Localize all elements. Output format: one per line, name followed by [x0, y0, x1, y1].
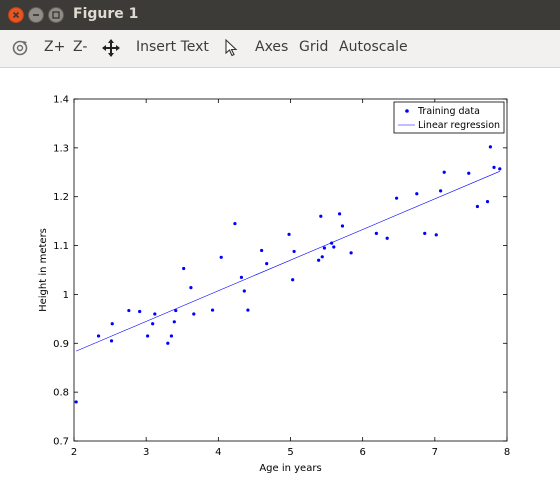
y-tick-label: 1.1	[53, 241, 69, 252]
data-point	[337, 212, 342, 216]
data-point	[415, 192, 419, 196]
data-point	[233, 221, 237, 226]
maximize-icon	[52, 11, 60, 19]
figure-toolbar: Z+ Z- Insert Text Axes Grid Autoscale	[0, 30, 560, 68]
data-point	[210, 308, 215, 312]
training-data-points	[74, 145, 502, 404]
data-point	[475, 204, 480, 209]
axis-ticks	[73, 98, 508, 442]
data-point	[138, 309, 142, 314]
data-point	[192, 312, 196, 316]
y-tick-label: 1.2	[53, 192, 69, 203]
data-point	[322, 246, 327, 250]
data-point	[317, 258, 321, 262]
data-point	[110, 322, 114, 326]
legend-marker-training-data	[405, 109, 409, 113]
window-titlebar: Figure 1	[0, 0, 560, 30]
data-point	[439, 189, 443, 193]
data-point	[340, 224, 345, 228]
data-point	[434, 233, 438, 237]
y-tick-label: 1.3	[53, 143, 69, 154]
minimize-icon	[33, 14, 39, 16]
data-point	[169, 334, 174, 338]
rotate-icon[interactable]	[10, 38, 30, 62]
data-point	[291, 278, 295, 282]
data-point	[330, 241, 334, 245]
data-point	[423, 231, 427, 235]
legend-label-training-data: Training data	[417, 106, 480, 117]
data-point	[74, 400, 78, 404]
data-point	[332, 245, 336, 249]
data-point	[246, 308, 250, 312]
y-tick-label: 0.8	[53, 388, 69, 399]
data-point	[287, 232, 291, 236]
data-point	[189, 285, 193, 290]
maximize-button[interactable]	[48, 7, 64, 23]
data-point	[182, 266, 186, 271]
axes-box	[73, 98, 508, 442]
x-tick-label: 6	[359, 447, 365, 458]
y-tick-label: 0.9	[53, 339, 69, 350]
data-point	[349, 251, 353, 255]
axes-button[interactable]: Axes	[255, 39, 289, 55]
data-point	[242, 289, 246, 293]
data-point	[127, 308, 131, 313]
data-point	[485, 200, 490, 204]
x-tick-label: 7	[432, 447, 438, 458]
data-point	[172, 320, 176, 324]
data-point	[498, 167, 502, 171]
window-title: Figure 1	[73, 6, 139, 22]
data-point	[153, 312, 157, 316]
data-point	[174, 308, 178, 313]
y-tick-label: 0.7	[53, 437, 69, 448]
legend: Training data Linear regression	[393, 101, 505, 134]
data-point	[146, 334, 150, 338]
data-point	[151, 322, 155, 326]
axes-frame	[73, 98, 508, 442]
data-point	[394, 196, 399, 200]
pan-icon[interactable]	[101, 38, 121, 62]
x-tick-label: 8	[504, 447, 510, 458]
data-point	[292, 249, 296, 254]
zoom-out-button[interactable]: Z-	[73, 39, 88, 55]
select-pointer-icon[interactable]	[223, 38, 239, 62]
data-point	[166, 341, 170, 345]
y-tick-label: 1	[63, 290, 69, 301]
data-point	[385, 236, 389, 240]
regression-line	[76, 171, 500, 352]
data-point	[239, 275, 244, 279]
y-axis-label: Height in meters	[38, 228, 49, 312]
data-point	[442, 170, 446, 174]
tick-labels: 2 3 4 5 6 7 8 0.7 0.8 0.9 1 1.1 1.2 1.3 1.4	[53, 95, 510, 459]
minimize-button[interactable]	[28, 7, 44, 23]
data-point	[492, 165, 496, 169]
insert-text-button[interactable]: Insert Text	[136, 39, 209, 55]
legend-box	[393, 101, 505, 134]
data-point	[265, 262, 269, 266]
data-point	[319, 214, 323, 218]
legend-label-linear-regression: Linear regression	[418, 120, 500, 131]
grid-button[interactable]: Grid	[299, 39, 329, 55]
data-point	[374, 231, 378, 235]
x-axis-label: Age in years	[259, 463, 321, 474]
data-point	[467, 171, 471, 175]
data-point	[488, 145, 493, 149]
x-tick-label: 5	[287, 447, 293, 458]
plot-svg: 2 3 4 5 6 7 8 0.7 0.8 0.9 1 1.1 1.2 1.3 1.4 Age in yea…	[38, 95, 510, 475]
y-tick-label: 1.4	[53, 95, 69, 106]
data-point	[109, 339, 114, 343]
data-point	[219, 255, 223, 259]
x-tick-label: 4	[215, 447, 221, 458]
zoom-in-button[interactable]: Z+	[44, 39, 66, 55]
x-tick-label: 3	[143, 447, 149, 458]
data-point	[260, 248, 264, 253]
close-button[interactable]	[8, 7, 24, 23]
figure-canvas: 2 3 4 5 6 7 8 0.7 0.8 0.9 1 1.1 1.2 1.3 1.4 Age in yea…	[0, 68, 560, 489]
autoscale-button[interactable]: Autoscale	[339, 39, 408, 55]
data-point	[96, 334, 101, 338]
x-tick-label: 2	[71, 447, 77, 458]
close-icon	[12, 11, 20, 19]
data-point	[320, 255, 324, 259]
